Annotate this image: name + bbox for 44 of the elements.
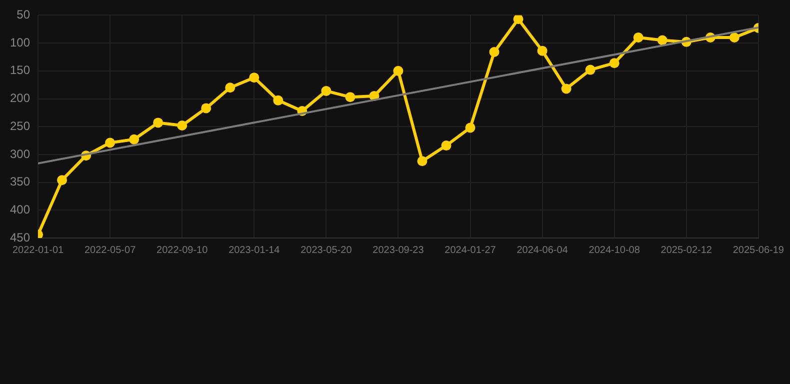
point xyxy=(153,118,164,128)
y-tick-label: 450 xyxy=(10,230,30,244)
x-tick-label: 2024-06-04 xyxy=(516,244,568,256)
point xyxy=(249,72,260,83)
y-tick-label: 100 xyxy=(10,35,30,50)
point xyxy=(729,32,740,42)
y-tick-label: 50 xyxy=(16,8,30,22)
point xyxy=(177,120,188,130)
y-tick-label: 400 xyxy=(10,202,30,216)
y-tick-label: 300 xyxy=(10,146,30,161)
point xyxy=(417,156,428,166)
point xyxy=(657,35,668,46)
point xyxy=(129,134,140,144)
point xyxy=(465,122,476,133)
x-tick-label: 2022-09-10 xyxy=(156,244,208,256)
point xyxy=(609,58,620,68)
point xyxy=(513,15,524,24)
point xyxy=(561,84,572,94)
y-tick-label: 250 xyxy=(10,118,30,133)
x-tick-label: 2024-10-08 xyxy=(588,244,640,256)
y-tick-label: 200 xyxy=(10,91,30,106)
point xyxy=(489,46,500,57)
point xyxy=(441,140,452,151)
x-tick-label: 2023-01-14 xyxy=(228,244,280,256)
point xyxy=(393,66,404,76)
point xyxy=(345,92,356,102)
y-tick-label: 350 xyxy=(10,174,30,189)
x-tick-label: 2022-05-07 xyxy=(84,244,136,256)
point xyxy=(225,82,236,93)
x-tick-label: 2025-02-12 xyxy=(660,244,712,256)
point xyxy=(633,32,644,42)
point xyxy=(201,103,212,114)
y-tick-label: 150 xyxy=(10,63,30,78)
point xyxy=(57,175,68,186)
x-tick-label: 2023-09-23 xyxy=(372,244,424,256)
x-tick-label: 2022-01-01 xyxy=(12,244,64,256)
x-tick-label: 2023-05-20 xyxy=(300,244,352,256)
x-tick-label: 2025-06-19 xyxy=(732,244,784,256)
point xyxy=(273,95,284,106)
point xyxy=(537,46,548,56)
point xyxy=(321,86,332,96)
point xyxy=(585,64,596,75)
point xyxy=(105,138,116,148)
x-tick-label: 2024-01-27 xyxy=(444,244,496,256)
